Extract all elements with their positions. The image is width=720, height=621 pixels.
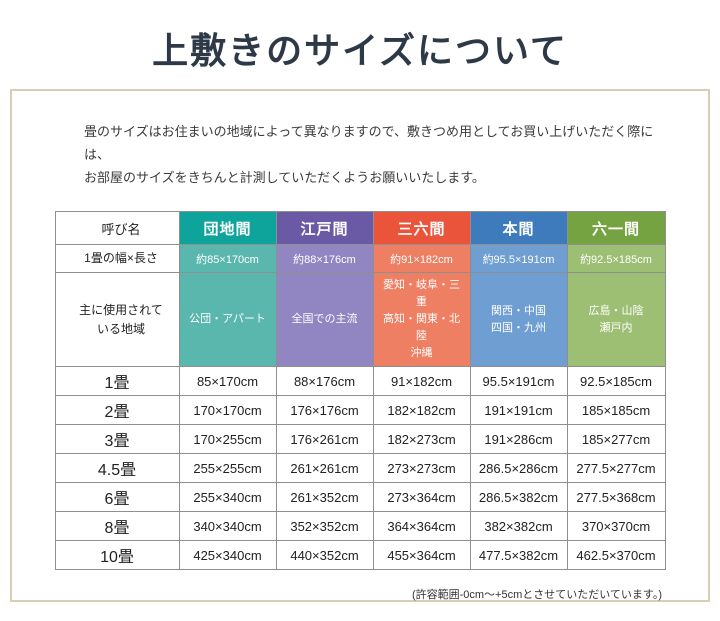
- footnote: (許容範囲-0cm〜+5cmとさせていただいています。): [411, 589, 662, 602]
- intro-line-1: 畳のサイズはお住まいの地域によって異なりますので、敷きつめ用としてお買い上げいた…: [84, 124, 654, 162]
- width-value-0: 約85×170cm: [178, 244, 277, 274]
- size-value: 261×261cm: [275, 453, 374, 484]
- size-row-label: 8畳: [54, 511, 180, 542]
- column-header-1: 江戸間: [275, 211, 374, 246]
- column-header-3: 本間: [469, 211, 568, 246]
- region-value-0: 公団・アパート: [178, 272, 277, 368]
- width-value-1: 約88×176cm: [275, 244, 374, 274]
- size-value: 455×364cm: [372, 540, 471, 571]
- size-value: 91×182cm: [372, 366, 471, 397]
- size-row: 8畳 340×340cm 352×352cm 364×364cm 382×382…: [54, 511, 666, 542]
- size-value: 286.5×382cm: [469, 482, 568, 513]
- size-value: 176×176cm: [275, 395, 374, 426]
- size-value: 170×170cm: [178, 395, 277, 426]
- width-row: 1畳の幅×長さ 約85×170cm 約88×176cm 約91×182cm 約9…: [54, 244, 666, 274]
- column-header-4: 六一間: [566, 211, 666, 246]
- width-value-3: 約95.5×191cm: [469, 244, 568, 274]
- size-value: 364×364cm: [372, 511, 471, 542]
- corner-label: 呼び名: [54, 211, 180, 246]
- size-value: 185×277cm: [566, 424, 666, 455]
- size-value: 370×370cm: [566, 511, 666, 542]
- size-value: 95.5×191cm: [469, 366, 568, 397]
- size-row: 2畳 170×170cm 176×176cm 182×182cm 191×191…: [54, 395, 666, 426]
- column-header-0: 団地間: [178, 211, 277, 246]
- size-value: 277.5×368cm: [566, 482, 666, 513]
- size-row-label: 1畳: [54, 366, 180, 397]
- size-value: 440×352cm: [275, 540, 374, 571]
- size-value: 477.5×382cm: [469, 540, 568, 571]
- size-value: 170×255cm: [178, 424, 277, 455]
- width-value-4: 約92.5×185cm: [566, 244, 666, 274]
- column-header-2: 三六間: [372, 211, 471, 246]
- size-value: 352×352cm: [275, 511, 374, 542]
- size-value: 340×340cm: [178, 511, 277, 542]
- width-row-label: 1畳の幅×長さ: [54, 244, 180, 274]
- size-row: 6畳 255×340cm 261×352cm 273×364cm 286.5×3…: [54, 482, 666, 513]
- size-value: 182×273cm: [372, 424, 471, 455]
- size-value: 88×176cm: [275, 366, 374, 397]
- region-row-label: 主に使用されて いる地域: [54, 272, 180, 368]
- size-value: 92.5×185cm: [566, 366, 666, 397]
- size-row: 4.5畳 255×255cm 261×261cm 273×273cm 286.5…: [54, 453, 666, 484]
- size-value: 273×273cm: [372, 453, 471, 484]
- size-row: 3畳 170×255cm 176×261cm 182×273cm 191×286…: [54, 424, 666, 455]
- size-value: 191×286cm: [469, 424, 568, 455]
- tatami-size-table: 呼び名 団地間 江戸間 三六間 本間 六一間 1畳の幅×長さ 約85×170cm…: [54, 211, 666, 571]
- size-value: 182×182cm: [372, 395, 471, 426]
- size-value: 85×170cm: [178, 366, 277, 397]
- size-value: 425×340cm: [178, 540, 277, 571]
- size-row-label: 10畳: [54, 540, 180, 571]
- region-value-4: 広島・山陰 瀬戸内: [566, 272, 666, 368]
- size-value: 462.5×370cm: [566, 540, 666, 571]
- page-title: 上敷きのサイズについて: [152, 31, 568, 71]
- size-value: 255×255cm: [178, 453, 277, 484]
- intro-line-2: お部屋のサイズをきちんと計測していただくようお願いいたします。: [84, 169, 485, 185]
- size-row-label: 4.5畳: [54, 453, 180, 484]
- size-value: 277.5×277cm: [566, 453, 666, 484]
- region-value-3: 関西・中国 四国・九州: [469, 272, 568, 368]
- size-row-label: 2畳: [54, 395, 180, 426]
- region-value-2: 愛知・岐阜・三重 高知・関東・北陸 沖縄: [372, 272, 471, 368]
- size-value: 255×340cm: [178, 482, 277, 513]
- size-value: 273×364cm: [372, 482, 471, 513]
- header-row: 呼び名 団地間 江戸間 三六間 本間 六一間: [54, 211, 666, 246]
- size-row: 1畳 85×170cm 88×176cm 91×182cm 95.5×191cm…: [54, 366, 666, 397]
- width-value-2: 約91×182cm: [372, 244, 471, 274]
- region-row: 主に使用されて いる地域 公団・アパート 全国での主流 愛知・岐阜・三重 高知・…: [54, 272, 666, 368]
- size-value: 185×185cm: [566, 395, 666, 426]
- size-row-label: 3畳: [54, 424, 180, 455]
- size-value: 176×261cm: [275, 424, 374, 455]
- size-value: 382×382cm: [469, 511, 568, 542]
- size-value: 261×352cm: [275, 482, 374, 513]
- content-frame: 畳のサイズはお住まいの地域によって異なりますので、敷きつめ用としてお買い上げいた…: [10, 89, 710, 602]
- intro-text: 畳のサイズはお住まいの地域によって異なりますので、敷きつめ用としてお買い上げいた…: [34, 121, 686, 189]
- size-value: 191×191cm: [469, 395, 568, 426]
- size-row: 10畳 425×340cm 440×352cm 455×364cm 477.5×…: [54, 540, 666, 571]
- size-value: 286.5×286cm: [469, 453, 568, 484]
- size-row-label: 6畳: [54, 482, 180, 513]
- region-value-1: 全国での主流: [275, 272, 374, 368]
